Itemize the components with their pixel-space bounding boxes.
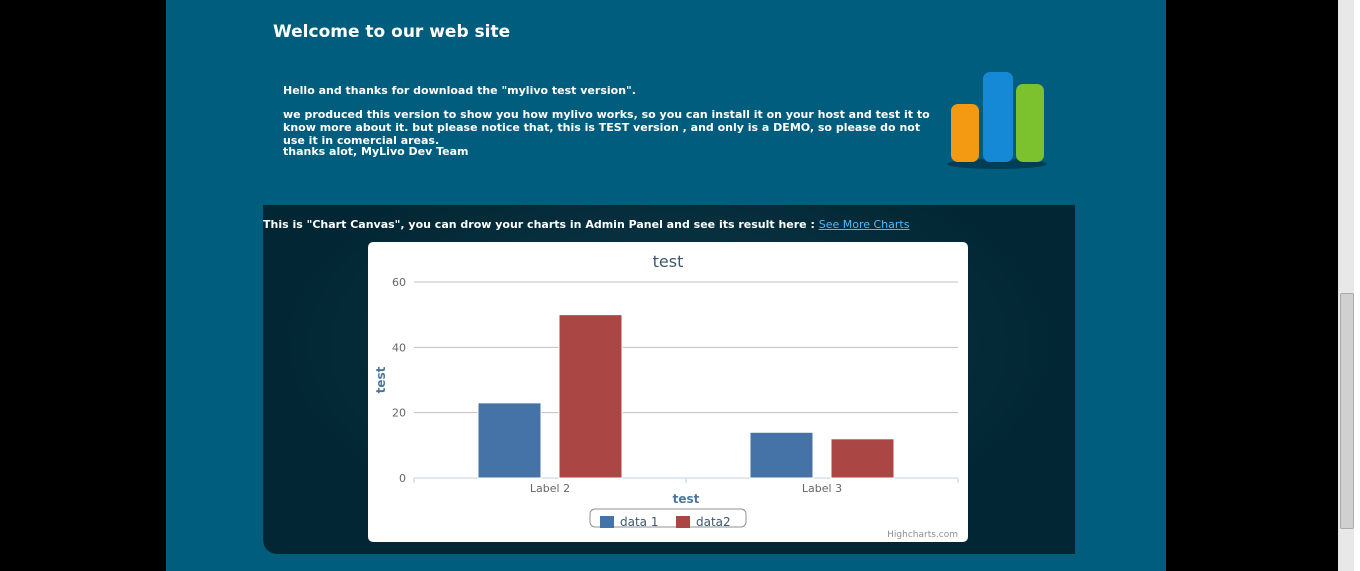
y-tick-label: 40 [392,341,406,354]
legend-swatch [676,516,690,528]
legend-box [589,508,747,528]
bar [749,431,814,479]
bar [558,314,623,479]
chart-background [368,242,968,542]
legend-label: data2 [696,515,731,529]
legend-swatch [600,516,614,528]
canvas-intro: This is "Chart Canvas", you can drow you… [263,218,909,231]
chart-icon [947,72,1047,169]
y-axis-title: test [374,366,388,393]
x-tick-label: Label 2 [530,482,570,495]
intro-paragraph: thanks alot, MyLivo Dev Team [283,145,469,158]
x-axis-title: test [673,492,700,506]
y-tick-label: 20 [392,407,406,420]
bar [477,402,542,479]
canvas-text: This is "Chart Canvas", you can drow you… [263,218,815,231]
chart-title: test [653,252,684,271]
y-tick-label: 60 [392,276,406,289]
x-tick-label: Label 3 [802,482,842,495]
credit: Highcharts.com [887,530,958,540]
chart: test 0 20 40 60 test test Label 2 Label 3 data 1 d… [368,242,968,542]
legend-label: data 1 [620,515,658,529]
intro-paragraph: we produced this version to show you how… [283,108,930,147]
window-edge [1354,0,1360,571]
y-tick-label: 0 [399,472,406,485]
see-more-link[interactable]: See More Charts [818,218,910,231]
bar [830,438,895,479]
page-title: Welcome to our web site [273,22,511,42]
scrollbar-thumb[interactable] [1340,293,1354,529]
intro-paragraph: Hello and thanks for download the "myliv… [283,84,636,97]
